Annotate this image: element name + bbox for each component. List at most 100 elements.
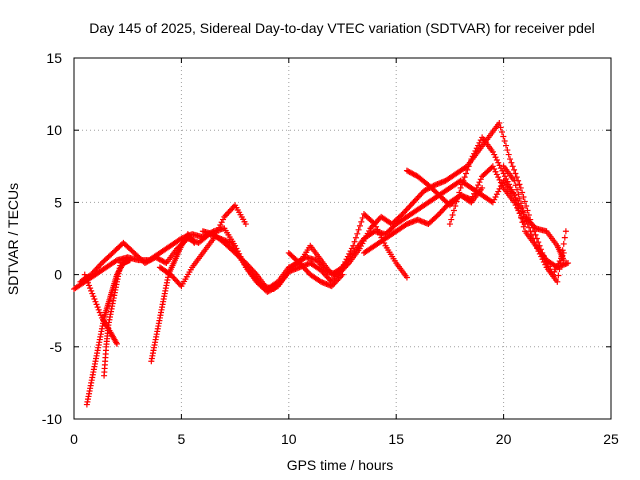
data-point — [463, 170, 470, 177]
data-point — [525, 212, 532, 219]
data-point — [344, 253, 351, 260]
data-point — [215, 224, 222, 231]
data-point — [273, 279, 280, 286]
data-point — [562, 228, 569, 235]
series-track-k — [446, 134, 569, 285]
data-point — [371, 221, 378, 228]
data-point — [517, 184, 524, 191]
y-tick-label: 15 — [46, 50, 62, 66]
data-point — [81, 271, 88, 278]
data-point — [499, 167, 506, 174]
data-point — [448, 216, 455, 223]
data-point — [339, 271, 346, 278]
data-point — [97, 312, 104, 319]
data-point — [495, 188, 502, 195]
data-point — [499, 182, 506, 189]
data-point — [535, 248, 542, 255]
data-point — [191, 239, 198, 246]
data-point — [505, 181, 512, 188]
data-point — [469, 153, 476, 160]
data-point — [346, 250, 353, 257]
data-point — [95, 306, 102, 313]
data-point — [460, 177, 467, 184]
chart-title: Day 145 of 2025, Sidereal Day-to-day VTE… — [89, 20, 595, 36]
data-point — [88, 287, 95, 294]
data-point — [356, 222, 363, 229]
data-point — [477, 137, 484, 144]
data-point — [468, 156, 475, 163]
data-point — [450, 207, 457, 214]
data-point — [505, 151, 512, 158]
data-point — [489, 148, 496, 155]
data-point — [342, 258, 349, 265]
data-point — [540, 258, 547, 265]
data-point — [539, 256, 546, 263]
data-point — [473, 145, 480, 152]
data-point — [523, 203, 530, 210]
plot-frame — [73, 57, 612, 420]
data-point — [521, 198, 528, 205]
data-point — [565, 260, 572, 267]
data-point — [507, 184, 514, 191]
data-point — [89, 290, 96, 297]
data-point — [509, 163, 516, 170]
data-point — [513, 174, 520, 181]
data-point — [536, 250, 543, 257]
series-track-g — [156, 202, 249, 290]
data-point — [446, 221, 453, 228]
series-track-b — [77, 119, 567, 293]
data-point — [493, 191, 500, 198]
data-point — [495, 174, 502, 181]
data-point — [500, 170, 507, 177]
data-point — [457, 184, 464, 191]
data-point — [339, 264, 346, 271]
data-point — [351, 238, 358, 245]
data-point — [491, 151, 498, 158]
data-point — [82, 274, 89, 281]
data-point — [556, 266, 563, 273]
data-point — [476, 179, 483, 186]
data-point — [84, 279, 91, 286]
data-point — [477, 176, 484, 183]
series-track-i — [285, 210, 410, 281]
data-point — [220, 216, 227, 223]
data-point — [516, 210, 523, 217]
data-point — [375, 229, 382, 236]
data-point — [493, 156, 500, 163]
data-point — [514, 186, 521, 193]
data-point — [532, 231, 539, 238]
data-point — [497, 124, 504, 131]
y-tick-labels: -10 -5 0 5 10 15 — [42, 50, 62, 427]
data-point — [458, 181, 465, 188]
data-point — [295, 258, 302, 265]
x-axis-label: GPS time / hours — [287, 457, 394, 473]
data-point — [90, 293, 97, 300]
data-point — [126, 257, 133, 264]
data-point — [86, 282, 93, 289]
data-point — [118, 257, 125, 264]
y-tick-label: 0 — [54, 267, 62, 283]
series-track-m — [500, 163, 567, 264]
data-point — [476, 139, 483, 146]
data-point — [504, 147, 511, 154]
data-point — [92, 298, 99, 305]
data-point — [496, 176, 503, 183]
data-point — [501, 173, 508, 180]
data-point — [503, 142, 510, 149]
data-point — [491, 166, 498, 173]
data-point — [472, 147, 479, 154]
x-tick-label: 25 — [603, 431, 619, 447]
series-track-l — [360, 184, 486, 256]
data-point — [524, 207, 531, 214]
data-point — [359, 214, 366, 221]
data-point — [496, 119, 503, 126]
data-point — [449, 212, 456, 219]
data-point — [519, 204, 526, 211]
data-point — [489, 199, 496, 206]
data-point — [561, 234, 568, 241]
series-track-h — [199, 228, 346, 293]
data-point — [538, 253, 545, 260]
data-point — [473, 184, 480, 191]
data-point — [338, 265, 345, 272]
x-tick-labels: 0 5 10 15 20 25 — [70, 431, 619, 447]
